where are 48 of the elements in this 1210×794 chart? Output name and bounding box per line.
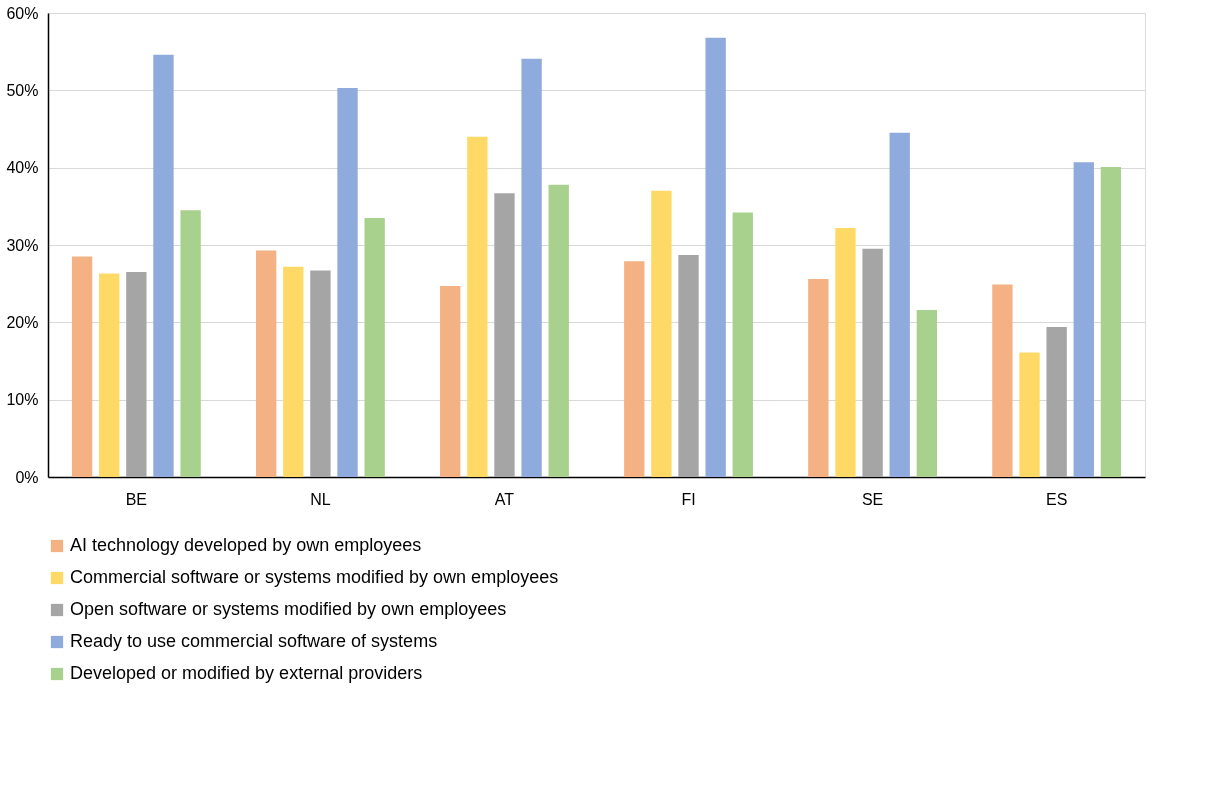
bar: [678, 255, 699, 477]
bar: [624, 261, 645, 477]
y-tick-label: 30%: [6, 236, 39, 254]
bar: [548, 184, 569, 477]
bar: [364, 217, 385, 477]
bar: [732, 212, 753, 477]
bar: [862, 248, 883, 477]
bar: [99, 273, 120, 477]
y-tick-label: 60%: [6, 4, 39, 22]
bar: [651, 190, 672, 477]
bar: [521, 58, 542, 477]
legend-label: AI technology developed by own employees: [70, 535, 422, 555]
bar: [337, 88, 358, 477]
y-tick-label: 10%: [6, 391, 39, 409]
x-tick-label: AT: [494, 490, 515, 508]
x-tick-label: ES: [1045, 490, 1068, 508]
bar: [180, 210, 201, 477]
bar: [1100, 166, 1122, 477]
x-tick-label: FI: [681, 490, 696, 508]
legend-label: Open software or systems modified by own employees: [70, 599, 507, 619]
bar: [1046, 326, 1067, 477]
bar: [705, 37, 726, 477]
bar: [126, 272, 147, 477]
x-tick-label: NL: [310, 490, 331, 508]
bar: [255, 250, 277, 477]
bar: [283, 266, 304, 477]
legend-label: Commercial software or systems modified by own employees: [70, 567, 559, 587]
y-tick-label: 20%: [6, 313, 39, 331]
legend-label: Developed or modified by external providers: [70, 663, 423, 683]
bar: [440, 285, 461, 477]
bar: [71, 256, 93, 477]
bar: [889, 132, 910, 477]
bar: [153, 54, 174, 477]
bar: [835, 227, 856, 477]
x-tick-label: SE: [861, 490, 884, 508]
bar: [1073, 162, 1094, 477]
y-tick-label: 40%: [6, 159, 39, 177]
legend-label: Ready to use commercial software of systems: [70, 631, 438, 651]
y-tick-label: 50%: [6, 81, 39, 99]
bar: [992, 284, 1013, 477]
bar: [808, 279, 829, 477]
bar: [494, 193, 515, 477]
bar: [467, 136, 488, 477]
y-tick-label: 0%: [15, 468, 39, 486]
x-tick-label: BE: [125, 490, 148, 508]
bar: [1019, 352, 1040, 477]
bar: [310, 270, 331, 477]
bar: [916, 309, 938, 477]
